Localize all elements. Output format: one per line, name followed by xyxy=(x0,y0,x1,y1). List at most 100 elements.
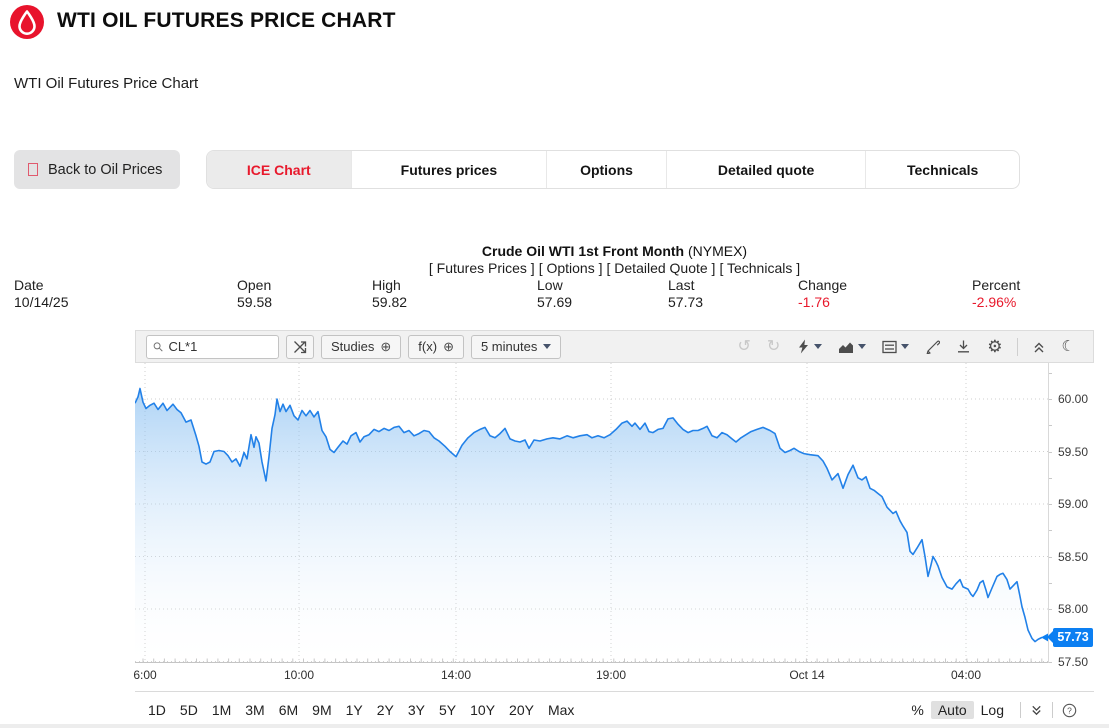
y-axis-label: 58.00 xyxy=(1058,602,1089,616)
y-axis-label: 59.50 xyxy=(1058,444,1089,459)
quote-field-change: Change -1.76 xyxy=(798,277,847,311)
log-scale-button[interactable]: Log xyxy=(980,702,1004,718)
quote-link[interactable]: [ Futures Prices ] xyxy=(428,260,535,276)
quote-field-value: 57.69 xyxy=(537,294,573,310)
events-button[interactable] xyxy=(788,335,830,359)
price-area xyxy=(135,388,1042,662)
range-button-20y[interactable]: 20Y xyxy=(509,702,534,718)
y-axis-tick xyxy=(1049,530,1052,531)
y-axis-tick xyxy=(1049,609,1052,610)
toolbar-divider xyxy=(1016,337,1018,356)
range-button-3y[interactable]: 3Y xyxy=(407,702,425,718)
back-to-oil-prices-button[interactable]: Back to Oil Prices xyxy=(14,150,181,189)
x-axis-label: 10:00 xyxy=(283,668,315,682)
quote-field-value: -1.76 xyxy=(798,294,830,310)
y-axis-tick xyxy=(1049,478,1052,479)
last-price-arrow xyxy=(1041,633,1048,642)
search-icon xyxy=(153,341,163,351)
tab-label: ICE Chart xyxy=(246,161,311,178)
y-axis-tick xyxy=(1049,399,1052,400)
range-buttons: 1D 5D 1M 3M 6M 9M 1Y 2Y 3Y 5Y 10Y 20Y Max xyxy=(135,702,574,718)
quote-field-label: Percent xyxy=(972,277,1021,293)
circle-plus-icon: ⊕ xyxy=(380,338,392,354)
range-button-5d[interactable]: 5D xyxy=(179,702,198,718)
range-button-10y[interactable]: 10Y xyxy=(470,702,496,718)
collapse-button[interactable] xyxy=(1024,335,1054,359)
lightning-icon xyxy=(796,339,810,354)
price-chart[interactable] xyxy=(135,363,1048,663)
tab-technicals[interactable]: Technicals xyxy=(865,151,1019,188)
divider xyxy=(1052,702,1053,718)
download-button[interactable] xyxy=(948,335,979,359)
tab-label: Detailed quote xyxy=(717,161,815,178)
range-button-3m[interactable]: 3M xyxy=(245,702,265,718)
page-subtitle: WTI Oil Futures Price Chart xyxy=(14,75,199,92)
quote-link[interactable]: [ Detailed Quote ] xyxy=(606,260,716,276)
range-button-1d[interactable]: 1D xyxy=(148,702,166,718)
tab-ice-chart[interactable]: ICE Chart xyxy=(207,151,351,188)
price-line xyxy=(135,387,1043,643)
quote-field-value: 59.58 xyxy=(237,294,273,310)
display-settings-button[interactable] xyxy=(874,335,917,359)
tab-bar: ICE Chart Futures prices Options Detailed q… xyxy=(206,150,1020,189)
quote-link[interactable]: [ Options ] xyxy=(538,260,603,276)
last-price-value: 57.73 xyxy=(1057,630,1089,644)
auto-scale-button[interactable]: Auto xyxy=(930,701,974,719)
undo-button[interactable]: ↺ xyxy=(729,335,758,359)
quote-field-value: -2.96% xyxy=(972,294,1017,310)
y-axis: 60.00 59.50 59.00 58.50 58.00 57.50 57.73 xyxy=(1047,363,1094,669)
range-button-9m[interactable]: 9M xyxy=(312,702,332,718)
chevrons-up-icon xyxy=(1032,340,1046,354)
panel-collapse-button[interactable] xyxy=(1030,704,1043,717)
caret-down-icon xyxy=(901,344,910,349)
tab-options[interactable]: Options xyxy=(546,151,666,188)
y-axis-tick xyxy=(1049,557,1052,558)
studies-button[interactable]: Studies ⊕ xyxy=(321,334,402,359)
help-button[interactable]: ? xyxy=(1062,703,1077,718)
caret-down-icon xyxy=(858,344,867,349)
redo-button[interactable]: ↻ xyxy=(759,335,788,359)
quote-fields: Date 10/14/25 Open 59.58 High 59.82 Low 57.69 La… xyxy=(0,277,1109,313)
range-button-6m[interactable]: 6M xyxy=(278,702,299,718)
draw-button[interactable] xyxy=(917,335,948,359)
range-button-1y[interactable]: 1Y xyxy=(345,702,363,718)
quote-field-value: 10/14/25 xyxy=(14,294,69,310)
range-button-5y[interactable]: 5Y xyxy=(439,702,457,718)
quote-field-label: Low xyxy=(537,277,563,293)
moon-icon: ☾ xyxy=(1061,338,1075,355)
back-button-label: Back to Oil Prices xyxy=(48,161,163,178)
compare-button[interactable] xyxy=(286,334,314,359)
quote-field-low: Low 57.69 xyxy=(537,277,572,311)
compare-icon xyxy=(294,340,307,353)
x-axis-label: 14:00 xyxy=(440,668,472,682)
divider xyxy=(1020,702,1021,718)
quote-field-label: Last xyxy=(668,277,695,293)
interval-dropdown[interactable]: 5 minutes xyxy=(470,334,562,359)
chart-toolbar: Studies ⊕ f(x) ⊕ 5 minutes ↺ ↻ ⚙ ☾ xyxy=(135,330,1094,363)
range-button-1m[interactable]: 1M xyxy=(211,702,232,718)
x-axis-label: Oct 14 xyxy=(789,668,825,682)
x-axis-label: 19:00 xyxy=(595,668,627,682)
tab-detailed-quote[interactable]: Detailed quote xyxy=(665,151,866,188)
chart-type-button[interactable] xyxy=(830,335,874,359)
quote-field-label: High xyxy=(372,277,401,293)
help-icon: ? xyxy=(1062,703,1077,718)
instrument-name: Crude Oil WTI 1st Front Month xyxy=(481,243,685,259)
tab-futures-prices[interactable]: Futures prices xyxy=(350,151,547,188)
tab-label: Options xyxy=(580,161,633,178)
quote-link[interactable]: [ Technicals ] xyxy=(719,260,801,276)
quote-field-label: Open xyxy=(237,277,272,293)
tab-label: Technicals xyxy=(907,161,979,178)
percent-scale-button[interactable]: % xyxy=(911,702,924,718)
dark-mode-button[interactable]: ☾ xyxy=(1054,335,1083,359)
symbol-search[interactable] xyxy=(146,334,279,359)
settings-button[interactable]: ⚙ xyxy=(979,335,1010,359)
symbol-input[interactable] xyxy=(168,339,272,354)
caret-down-icon xyxy=(543,344,552,349)
area-chart-icon xyxy=(838,340,854,354)
range-button-max[interactable]: Max xyxy=(547,702,575,718)
range-button-2y[interactable]: 2Y xyxy=(376,702,394,718)
y-axis-tick xyxy=(1049,504,1052,505)
fx-button[interactable]: f(x) ⊕ xyxy=(408,334,464,359)
